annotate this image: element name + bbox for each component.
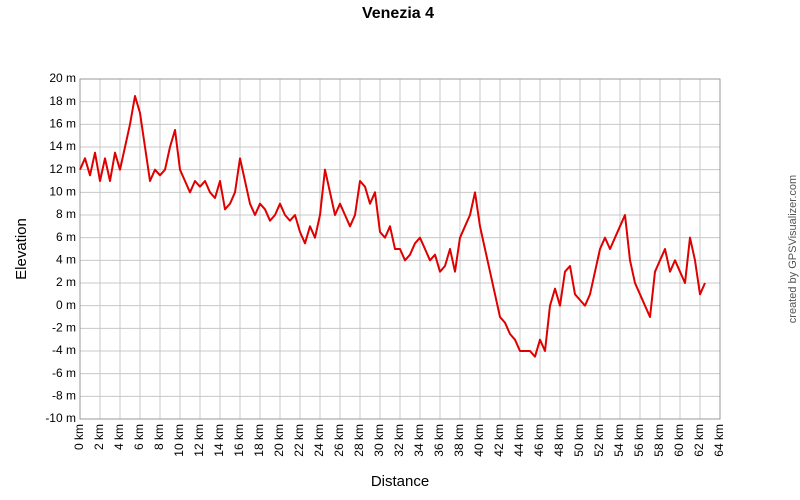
x-tick-label: 46 km (532, 424, 546, 457)
x-tick-label: 24 km (312, 424, 326, 457)
x-tick-label: 8 km (152, 424, 166, 450)
y-axis-label: Elevation (13, 218, 30, 280)
x-tick-label: 4 km (112, 424, 126, 450)
x-tick-label: 18 km (252, 424, 266, 457)
x-tick-label: 26 km (332, 424, 346, 457)
x-tick-label: 40 km (472, 424, 486, 457)
elevation-line (79, 95, 706, 358)
x-tick-label: 42 km (492, 424, 506, 457)
x-tick-label: 34 km (412, 424, 426, 457)
y-tick-label: 4 m (56, 253, 76, 267)
y-tick-label: 2 m (56, 275, 76, 289)
x-axis-label: Distance (371, 473, 429, 490)
x-tick-label: 50 km (572, 424, 586, 457)
y-tick-label: -10 m (45, 411, 76, 425)
y-tick-label: 6 m (56, 230, 76, 244)
x-tick-label: 52 km (592, 424, 606, 457)
x-tick-label: 62 km (692, 424, 706, 457)
x-tick-label: 58 km (652, 424, 666, 457)
x-tick-label: 32 km (392, 424, 406, 457)
x-tick-label: 30 km (372, 424, 386, 457)
y-tick-label: -2 m (52, 321, 76, 335)
y-tick-label: 8 m (56, 207, 76, 221)
x-tick-label: 14 km (212, 424, 226, 457)
y-tick-label: 20 m (49, 71, 76, 85)
credit: created by GPSVisualizer.com (787, 175, 799, 323)
x-tick-label: 16 km (232, 424, 246, 457)
x-tick-label: 20 km (272, 424, 286, 457)
y-tick-label: 16 m (49, 117, 76, 131)
x-tick-label: 60 km (672, 424, 686, 457)
x-tick-label: 28 km (352, 424, 366, 457)
y-tick-label: 10 m (49, 185, 76, 199)
x-tick-label: 54 km (612, 424, 626, 457)
y-tick-label: 12 m (49, 162, 76, 176)
y-tick-label: 18 m (49, 94, 76, 108)
plot-border (79, 78, 721, 420)
y-tick-label: -4 m (52, 343, 76, 357)
y-tick-label: 0 m (56, 298, 76, 312)
x-tick-label: 12 km (192, 424, 206, 457)
x-tick-label: 48 km (552, 424, 566, 457)
y-tick-label: 14 m (49, 139, 76, 153)
y-tick-label: -8 m (52, 389, 76, 403)
x-tick-label: 38 km (452, 424, 466, 457)
x-tick-label: 64 km (712, 424, 726, 457)
x-tick-label: 36 km (432, 424, 446, 457)
x-tick-label: 6 km (132, 424, 146, 450)
x-tick-label: 22 km (292, 424, 306, 457)
x-tick-label: 0 km (72, 424, 86, 450)
x-tick-label: 10 km (172, 424, 186, 457)
y-tick-label: -6 m (52, 366, 76, 380)
x-tick-label: 44 km (512, 424, 526, 457)
chart-title: Venezia 4 (362, 5, 434, 22)
x-tick-label: 2 km (92, 424, 106, 450)
x-tick-label: 56 km (632, 424, 646, 457)
